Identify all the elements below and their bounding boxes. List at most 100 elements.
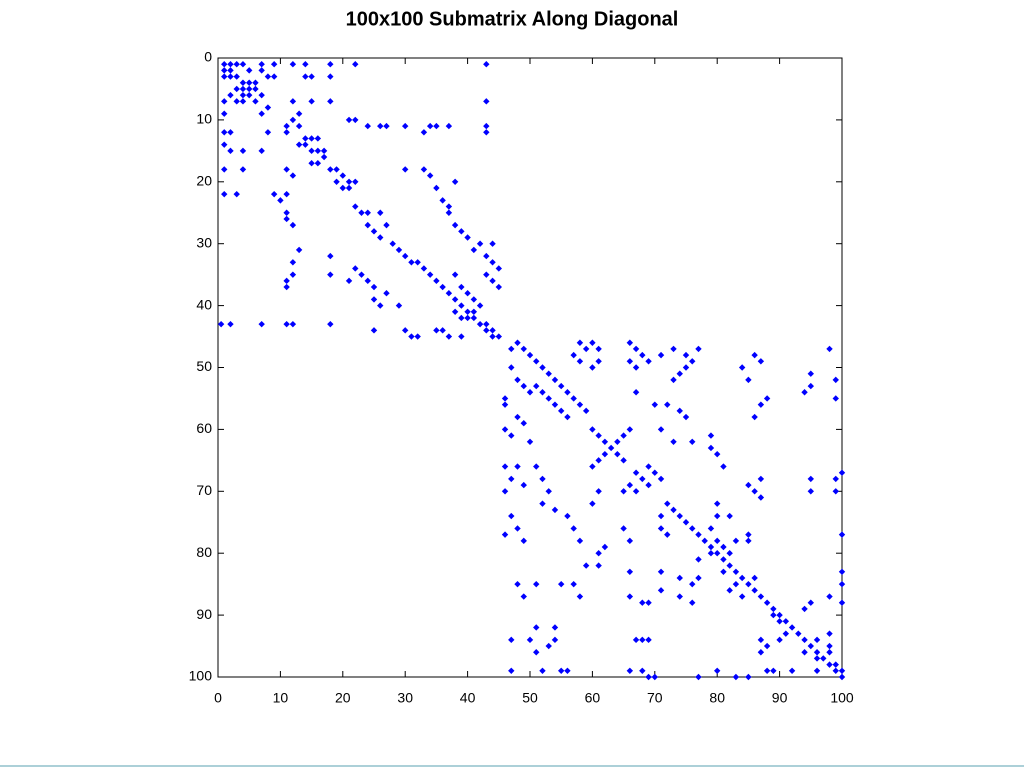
nonzero-marker <box>564 667 571 675</box>
nonzero-marker <box>738 593 746 600</box>
nonzero-marker <box>221 67 228 74</box>
nonzero-marker <box>426 172 434 179</box>
nonzero-marker <box>745 673 752 681</box>
nonzero-marker <box>414 333 421 340</box>
nonzero-marker <box>539 667 546 675</box>
nonzero-marker <box>732 580 740 588</box>
nonzero-marker <box>745 531 752 538</box>
nonzero-marker <box>508 667 515 675</box>
nonzero-marker <box>545 642 552 650</box>
nonzero-marker <box>246 67 253 74</box>
nonzero-marker <box>508 345 515 353</box>
nonzero-marker <box>757 358 765 365</box>
nonzero-marker <box>820 655 827 662</box>
nonzero-marker <box>501 426 509 433</box>
nonzero-marker <box>508 512 515 520</box>
nonzero-marker <box>483 122 490 130</box>
nonzero-marker <box>227 91 234 99</box>
nonzero-marker <box>464 234 471 241</box>
nonzero-marker <box>645 358 652 365</box>
nonzero-marker <box>264 73 272 80</box>
nonzero-marker <box>645 673 652 681</box>
y-tick-label: 50 <box>196 358 212 374</box>
nonzero-marker <box>246 85 253 93</box>
nonzero-marker <box>676 593 683 600</box>
y-tick-label: 90 <box>196 606 212 622</box>
nonzero-marker <box>377 209 384 216</box>
nonzero-marker <box>464 314 471 322</box>
nonzero-marker <box>551 376 559 384</box>
x-tick-label: 60 <box>585 690 601 706</box>
nonzero-marker <box>383 221 390 229</box>
nonzero-marker <box>420 166 428 173</box>
nonzero-marker <box>514 580 521 588</box>
nonzero-marker <box>514 463 521 470</box>
nonzero-marker <box>439 197 446 204</box>
y-tick-label: 30 <box>196 234 212 250</box>
nonzero-marker <box>221 129 228 136</box>
nonzero-marker <box>289 60 297 68</box>
nonzero-marker <box>564 389 571 396</box>
nonzero-marker <box>458 333 465 340</box>
nonzero-marker <box>295 122 303 130</box>
nonzero-marker <box>589 364 596 371</box>
nonzero-marker <box>533 580 540 588</box>
nonzero-marker <box>826 649 833 656</box>
nonzero-marker <box>832 376 839 384</box>
nonzero-marker <box>738 574 746 582</box>
nonzero-marker <box>483 252 490 260</box>
nonzero-marker <box>576 537 584 545</box>
nonzero-marker <box>701 537 708 545</box>
nonzero-marker <box>364 209 371 216</box>
nonzero-marker <box>483 327 490 334</box>
nonzero-marker <box>614 450 621 458</box>
nonzero-marker <box>545 370 552 377</box>
nonzero-marker <box>751 574 758 582</box>
nonzero-marker <box>582 562 590 569</box>
nonzero-marker <box>520 481 527 489</box>
nonzero-marker <box>339 184 346 192</box>
nonzero-marker <box>570 525 577 532</box>
nonzero-marker <box>707 432 715 439</box>
nonzero-marker <box>813 649 821 656</box>
nonzero-marker <box>289 221 297 229</box>
nonzero-marker <box>632 469 640 476</box>
nonzero-marker <box>732 537 740 545</box>
nonzero-marker <box>720 463 727 470</box>
nonzero-marker <box>445 290 453 297</box>
nonzero-marker <box>570 395 577 402</box>
nonzero-marker <box>720 543 727 551</box>
nonzero-marker <box>352 60 359 68</box>
nonzero-marker <box>508 475 515 483</box>
nonzero-marker <box>483 60 490 68</box>
nonzero-marker <box>632 636 640 644</box>
nonzero-marker <box>233 73 240 80</box>
nonzero-marker <box>514 413 521 421</box>
nonzero-marker <box>258 91 265 99</box>
nonzero-marker <box>745 580 752 588</box>
nonzero-marker <box>327 166 334 173</box>
nonzero-marker <box>626 593 634 600</box>
nonzero-marker <box>233 190 240 198</box>
nonzero-marker <box>558 382 565 390</box>
nonzero-marker <box>533 463 540 470</box>
nonzero-marker <box>664 401 671 408</box>
nonzero-marker <box>657 426 665 433</box>
nonzero-marker <box>564 512 571 520</box>
nonzero-marker <box>539 389 546 396</box>
nonzero-marker <box>589 500 596 507</box>
nonzero-marker <box>670 506 677 514</box>
nonzero-marker <box>757 475 765 483</box>
y-tick-label: 100 <box>189 668 213 684</box>
nonzero-marker <box>807 382 814 390</box>
nonzero-marker <box>813 655 821 662</box>
nonzero-marker <box>788 624 796 631</box>
nonzero-marker <box>539 364 546 371</box>
nonzero-marker <box>377 234 384 241</box>
nonzero-marker <box>651 469 658 476</box>
nonzero-marker <box>283 129 290 136</box>
nonzero-marker <box>595 432 602 439</box>
nonzero-marker <box>832 395 839 402</box>
nonzero-marker <box>832 667 839 675</box>
